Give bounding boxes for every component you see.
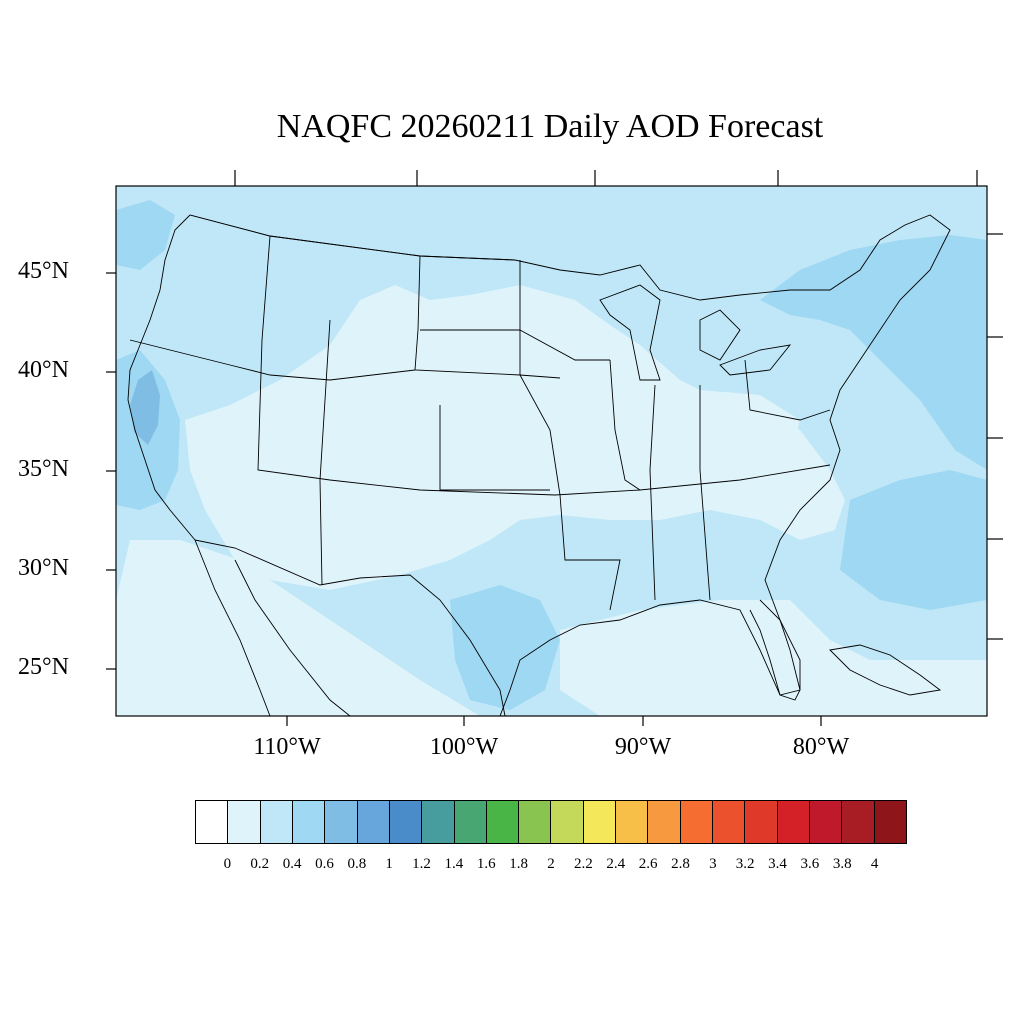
colorbar-swatch-2 [260, 801, 293, 843]
state-lines-10 [744, 359, 831, 421]
state-lines-12 [519, 260, 610, 361]
colorbar-label-7: 1.4 [444, 856, 464, 872]
lon-label-90w: 90°W [614, 734, 672, 760]
colorbar-label-0: 0 [223, 856, 232, 872]
colorbar-swatch-13 [616, 801, 649, 843]
colorbar-swatch-9 [486, 801, 520, 843]
colorbar-swatch-17 [745, 801, 778, 843]
map-frame [115, 185, 988, 717]
colorbar-label-6: 1.2 [412, 856, 431, 872]
great-lakes [599, 284, 792, 381]
state-lines-1 [257, 235, 641, 496]
colorbar-swatch-21 [874, 801, 906, 843]
colorbar-swatch-1 [228, 801, 261, 843]
aod-low-region-interior [185, 285, 845, 590]
colorbar-swatch-6 [389, 801, 423, 843]
aod-low-region-gulf [560, 600, 987, 716]
colorbar-swatch-7 [422, 801, 455, 843]
aod-low-region-central [640, 390, 800, 470]
cuba [829, 644, 942, 696]
colorbar-swatch-5 [357, 801, 390, 843]
colorbar-label-5: 1 [385, 856, 393, 872]
colorbar [195, 800, 907, 844]
colorbar-swatch-3 [292, 801, 326, 843]
colorbar-label-4: 0.8 [347, 856, 367, 872]
aod-moderate-northeast [760, 235, 987, 470]
aod-field [116, 186, 987, 716]
coastlines-and-borders [127, 214, 951, 716]
aod-moderate-texas [450, 585, 560, 710]
lon-label-80w: 80°W [792, 734, 850, 760]
lat-label-25: 25°N [18, 654, 69, 680]
colorbar-label-11: 2.2 [573, 856, 593, 872]
lat-label-30: 30°N [18, 555, 69, 581]
colorbar-label-8: 1.6 [476, 856, 496, 872]
colorbar-swatch-20 [842, 801, 875, 843]
colorbar-label-3: 0.6 [315, 856, 334, 872]
us-outline [189, 214, 951, 716]
us-mexico-border [194, 539, 506, 716]
colorbar-swatch-18 [777, 801, 810, 843]
colorbar-label-17: 3.4 [768, 856, 787, 872]
colorbar-label-10: 2 [547, 856, 555, 872]
mexico-coast [234, 559, 351, 716]
colorbar-swatch-16 [713, 801, 746, 843]
colorbar-swatch-15 [680, 801, 713, 843]
state-lines-6 [129, 339, 416, 381]
colorbar-label-9: 1.8 [509, 856, 528, 872]
lon-label-100w: 100°W [429, 734, 499, 760]
canada-border-line [189, 214, 516, 261]
state-lines-11 [559, 494, 621, 611]
state-lines-7 [609, 359, 831, 491]
us-west-coast [127, 214, 196, 541]
state-lines-4 [420, 329, 561, 496]
colorbar-label-12: 2.4 [606, 856, 626, 872]
colorbar-swatch-12 [583, 801, 617, 843]
colorbar-swatch-10 [519, 801, 552, 843]
colorbar-label-19: 3.8 [832, 856, 852, 872]
colorbar-swatch-11 [551, 801, 584, 843]
baja-california [194, 539, 271, 716]
colorbar-label-2: 0.4 [282, 856, 302, 872]
aod-low-region-south [116, 540, 480, 716]
colorbar-label-13: 2.6 [638, 856, 658, 872]
state-lines-8 [649, 384, 656, 601]
colorbar-swatch-19 [809, 801, 843, 843]
florida [749, 599, 801, 701]
lat-label-45: 45°N [18, 258, 69, 284]
aod-moderate-atlantic [840, 470, 987, 610]
state-lines-5 [439, 405, 550, 491]
aod-high-california [130, 370, 160, 445]
state-lines-3 [319, 319, 331, 586]
lon-label-110w: 110°W [253, 734, 321, 760]
colorbar-label-14: 2.8 [671, 856, 690, 872]
map-title: NAQFC 20260211 Daily AOD Forecast [276, 108, 824, 145]
axis-ticks [106, 170, 1003, 726]
colorbar-label-18: 3.6 [800, 856, 820, 872]
colorbar-label-16: 3.2 [735, 856, 755, 872]
state-lines-9 [699, 385, 711, 601]
aod-moderate-northwest [116, 200, 175, 270]
colorbar-swatch-4 [325, 801, 358, 843]
colorbar-label-15: 3 [709, 856, 717, 872]
colorbar-swatch-0 [196, 801, 229, 843]
lat-label-40: 40°N [18, 357, 69, 383]
lat-label-35: 35°N [18, 456, 69, 482]
colorbar-swatch-8 [454, 801, 487, 843]
colorbar-swatch-14 [648, 801, 681, 843]
colorbar-label-20: 4 [870, 856, 879, 872]
colorbar-label-1: 0.2 [250, 856, 270, 872]
